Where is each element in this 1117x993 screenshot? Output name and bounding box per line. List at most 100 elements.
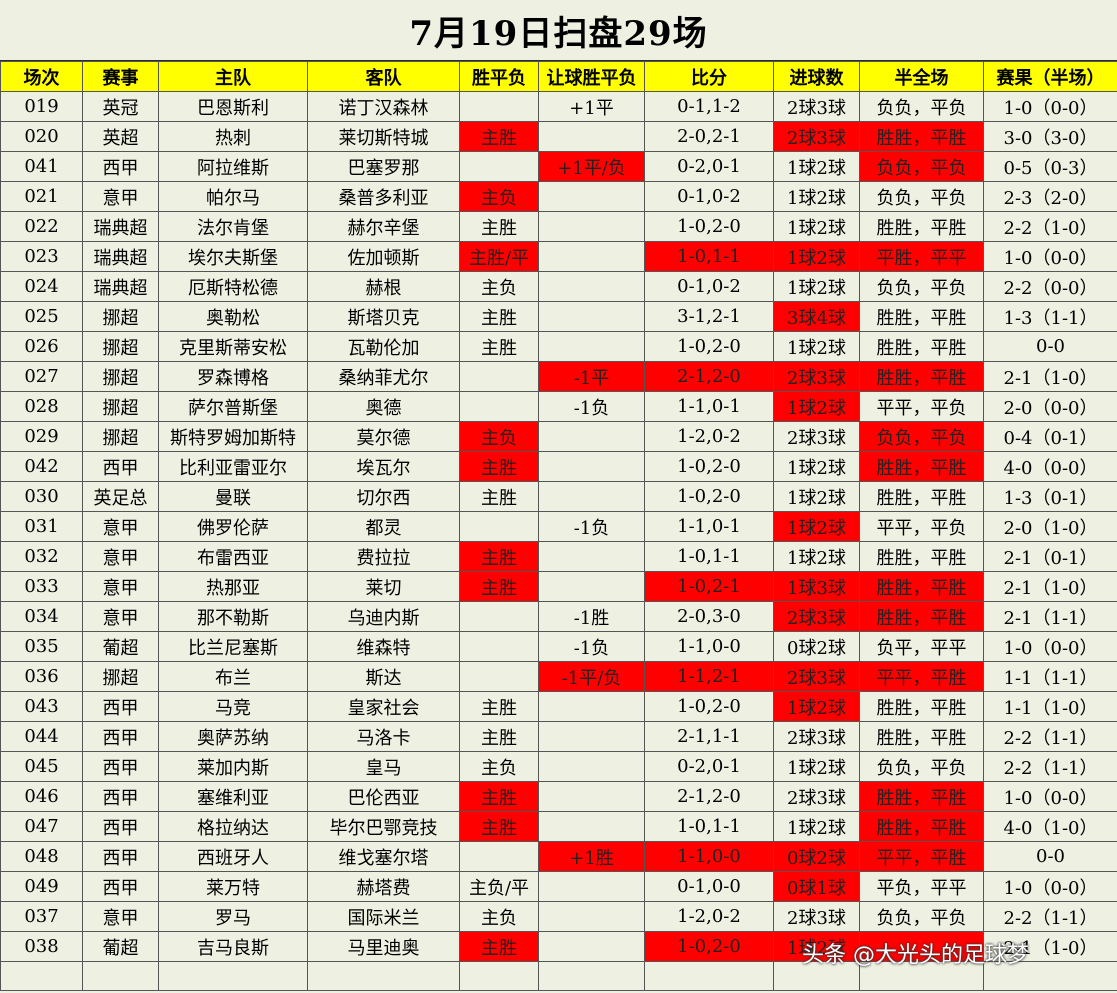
cell-score: 1-0,2-0	[644, 451, 774, 482]
cell-home-team: 斯特罗姆加斯特	[158, 421, 308, 452]
cell-home-team: 罗森博格	[158, 361, 308, 392]
table-row: 030 英足总 曼联 切尔西 主胜 1-0,2-0 1球2球 胜胜，平胜 1-3（0-1）	[0, 481, 1117, 512]
header-home-team: 主队	[158, 61, 308, 92]
cell-handicap: -1平/负	[538, 661, 645, 692]
cell-league: 英超	[82, 121, 159, 152]
cell-half-full: 负负，平负	[859, 421, 984, 452]
table-row: 028 挪超 萨尔普斯堡 奥德 -1负 1-1,0-1 1球2球 平平，平负 2-0（0-0）	[0, 391, 1117, 422]
cell-result: 2-0（0-0）	[983, 391, 1117, 422]
table-row: 033 意甲 热那亚 莱切 主胜 1-0,2-1 1球3球 胜胜，平胜 2-1（1-0）	[0, 571, 1117, 602]
cell-half-full: 胜胜，平胜	[859, 811, 984, 842]
empty-cell	[983, 961, 1117, 991]
header-match-no: 场次	[0, 61, 83, 92]
cell-league: 西甲	[82, 691, 159, 722]
table-row: 042 西甲 比利亚雷亚尔 埃瓦尔 主胜 1-0,2-0 1球2球 胜胜，平胜 4-0（0-0）	[0, 451, 1117, 482]
cell-goals: 2球3球	[773, 901, 860, 932]
cell-win-draw-loss: 主胜	[459, 811, 539, 842]
cell-result: 1-3（1-1）	[983, 301, 1117, 332]
sheet-title: 7月19日扫盘29场	[0, 0, 1117, 62]
cell-half-full: 胜胜，平胜	[859, 451, 984, 482]
cell-win-draw-loss	[459, 391, 539, 422]
cell-match-no: 045	[0, 751, 83, 782]
cell-home-team: 阿拉维斯	[158, 151, 308, 182]
table-row: 027 挪超 罗森博格 桑纳菲尤尔 -1平 2-1,2-0 2球3球 胜胜，平胜 2-1（1-0…	[0, 361, 1117, 392]
cell-score: 0-1,1-2	[644, 91, 774, 122]
cell-goals: 2球3球	[773, 421, 860, 452]
cell-handicap	[538, 721, 645, 752]
cell-goals: 1球2球	[773, 691, 860, 722]
cell-goals: 1球2球	[773, 751, 860, 782]
cell-home-team: 奥勒松	[158, 301, 308, 332]
cell-half-full: 胜胜，平胜	[859, 781, 984, 812]
cell-half-full: 胜胜，平胜	[859, 691, 984, 722]
table-row: 029 挪超 斯特罗姆加斯特 莫尔德 主负 1-2,0-2 2球3球 负负，平负 0-4（0-1…	[0, 421, 1117, 452]
cell-handicap	[538, 241, 645, 272]
cell-half-full: 负负，平负	[859, 901, 984, 932]
cell-handicap	[538, 541, 645, 572]
cell-away-team: 赫塔费	[307, 871, 460, 902]
cell-half-full: 平负，平平	[859, 871, 984, 902]
empty-cell	[459, 961, 539, 991]
cell-win-draw-loss: 主胜	[459, 721, 539, 752]
cell-win-draw-loss: 主胜	[459, 931, 539, 962]
cell-win-draw-loss	[459, 631, 539, 662]
table-row: 036 挪超 布兰 斯达 -1平/负 1-1,2-1 2球3球 平平，平胜 1-1（1-1）	[0, 661, 1117, 692]
table-row: 037 意甲 罗马 国际米兰 主负 1-2,0-2 2球3球 负负，平负 2-2（1-1）	[0, 901, 1117, 932]
table-row: 038 葡超 吉马良斯 马里迪奥 主胜 1-0,2-0 1球2球 2-1（1-0）	[0, 931, 1117, 962]
cell-win-draw-loss: 主胜	[459, 571, 539, 602]
cell-home-team: 莱万特	[158, 871, 308, 902]
cell-result: 1-1（1-1）	[983, 661, 1117, 692]
cell-handicap	[538, 811, 645, 842]
cell-match-no: 032	[0, 541, 83, 572]
cell-half-full: 负负，平负	[859, 181, 984, 212]
cell-goals: 1球2球	[773, 541, 860, 572]
cell-league: 挪超	[82, 331, 159, 362]
cell-half-full: 平平，平负	[859, 511, 984, 542]
cell-handicap: -1负	[538, 631, 645, 662]
cell-goals: 1球2球	[773, 151, 860, 182]
table-row: 025 挪超 奥勒松 斯塔贝克 主胜 3-1,2-1 3球4球 胜胜，平胜 1-3（1-1）	[0, 301, 1117, 332]
cell-half-full: 胜胜，平胜	[859, 211, 984, 242]
empty-cell	[773, 961, 860, 991]
table-row: 032 意甲 布雷西亚 费拉拉 主胜 1-0,1-1 1球2球 胜胜，平胜 2-1（0-1）	[0, 541, 1117, 572]
cell-match-no: 034	[0, 601, 83, 632]
cell-league: 挪超	[82, 661, 159, 692]
cell-goals: 1球2球	[773, 391, 860, 422]
cell-score: 1-0,2-1	[644, 571, 774, 602]
cell-goals: 0球2球	[773, 631, 860, 662]
cell-away-team: 诺丁汉森林	[307, 91, 460, 122]
cell-half-full: 平平，平负	[859, 391, 984, 422]
cell-home-team: 曼联	[158, 481, 308, 512]
cell-match-no: 041	[0, 151, 83, 182]
cell-match-no: 028	[0, 391, 83, 422]
cell-match-no: 049	[0, 871, 83, 902]
table-row: 023 瑞典超 埃尔夫斯堡 佐加顿斯 主胜/平 1-0,1-1 1球2球 平胜，平平 1-0（0…	[0, 241, 1117, 272]
cell-match-no: 033	[0, 571, 83, 602]
cell-score: 1-0,1-1	[644, 811, 774, 842]
cell-away-team: 皇家社会	[307, 691, 460, 722]
cell-result: 2-2（1-0）	[983, 211, 1117, 242]
header-goals: 进球数	[773, 61, 860, 92]
cell-result: 4-0（1-0）	[983, 811, 1117, 842]
match-table: 场次 赛事 主队 客队 胜平负 让球胜平负 比分 进球数 半全场 赛果（半场） …	[0, 61, 1117, 991]
cell-win-draw-loss	[459, 361, 539, 392]
header-result: 赛果（半场）	[983, 61, 1117, 92]
cell-half-full: 胜胜，平胜	[859, 721, 984, 752]
cell-score: 0-1,0-2	[644, 181, 774, 212]
cell-match-no: 025	[0, 301, 83, 332]
cell-away-team: 巴塞罗那	[307, 151, 460, 182]
cell-handicap: +1平	[538, 91, 645, 122]
cell-home-team: 奥萨苏纳	[158, 721, 308, 752]
cell-handicap: -1平	[538, 361, 645, 392]
cell-handicap	[538, 781, 645, 812]
cell-goals: 1球2球	[773, 481, 860, 512]
cell-match-no: 021	[0, 181, 83, 212]
cell-league: 西甲	[82, 811, 159, 842]
cell-result: 2-2（1-1）	[983, 751, 1117, 782]
cell-home-team: 帕尔马	[158, 181, 308, 212]
cell-handicap	[538, 301, 645, 332]
cell-goals: 1球3球	[773, 571, 860, 602]
cell-away-team: 奥德	[307, 391, 460, 422]
cell-result: 1-3（0-1）	[983, 481, 1117, 512]
